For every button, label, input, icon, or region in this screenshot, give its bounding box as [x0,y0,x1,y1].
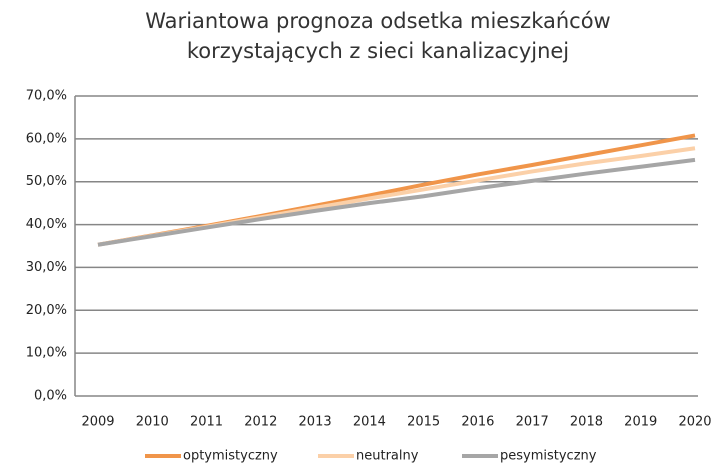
x-tick-label: 2017 [516,415,549,430]
y-tick-label: 30,0% [26,260,67,275]
y-tick-label: 50,0% [26,174,67,189]
chart-title: Wariantowa prognoza odsetka mieszkańców [145,9,610,33]
chart-title: korzystających z sieci kanalizacyjnej [187,39,569,63]
x-tick-label: 2010 [136,415,169,430]
y-tick-label: 0,0% [34,389,67,404]
y-tick-label: 20,0% [26,303,67,318]
x-tick-label: 2015 [407,415,440,430]
legend-label: pesymistyczny [500,449,597,464]
legend-label: neutralny [356,449,419,464]
y-tick-label: 40,0% [26,217,67,232]
x-tick-label: 2013 [299,415,332,430]
x-tick-label: 2009 [81,415,114,430]
x-tick-label: 2019 [624,415,657,430]
x-tick-label: 2011 [190,415,223,430]
y-tick-label: 60,0% [26,131,67,146]
line-series [97,157,696,247]
x-tick-label: 2014 [353,415,386,430]
x-tick-label: 2016 [461,415,494,430]
x-tick-label: 2012 [244,415,277,430]
x-tick-label: 2018 [570,415,603,430]
y-tick-label: 70,0% [26,89,67,104]
legend-label: optymistyczny [183,449,278,464]
x-tick-label: 2020 [678,415,711,430]
y-tick-label: 10,0% [26,346,67,361]
